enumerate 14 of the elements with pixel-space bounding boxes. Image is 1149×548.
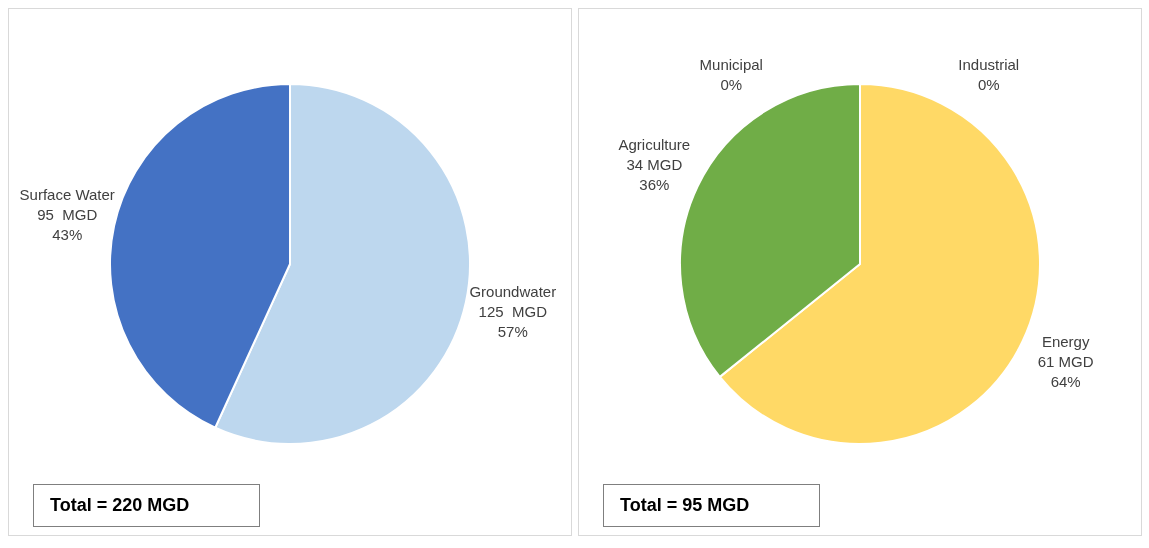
slice-label: Agriculture [618,135,691,153]
slice-label: Groundwater [469,282,557,300]
data-label: 61 MGD 64% [1037,352,1094,390]
slice-label: Energy [1041,332,1090,350]
data-label: 95 MGD 43% [37,205,98,243]
category-label: Municipal [699,55,763,73]
slice-label: Surface Water [19,185,115,203]
text: Total = 220 MGD [33,484,261,527]
data-label: 125 MGD 57% [478,302,548,340]
text: Total = 95 MGD [603,484,821,527]
category-label: Industrial [958,55,1020,73]
text: 0% [977,75,1000,93]
text: 0% [720,75,743,93]
data-label: 34 MGD 36% [626,155,683,193]
